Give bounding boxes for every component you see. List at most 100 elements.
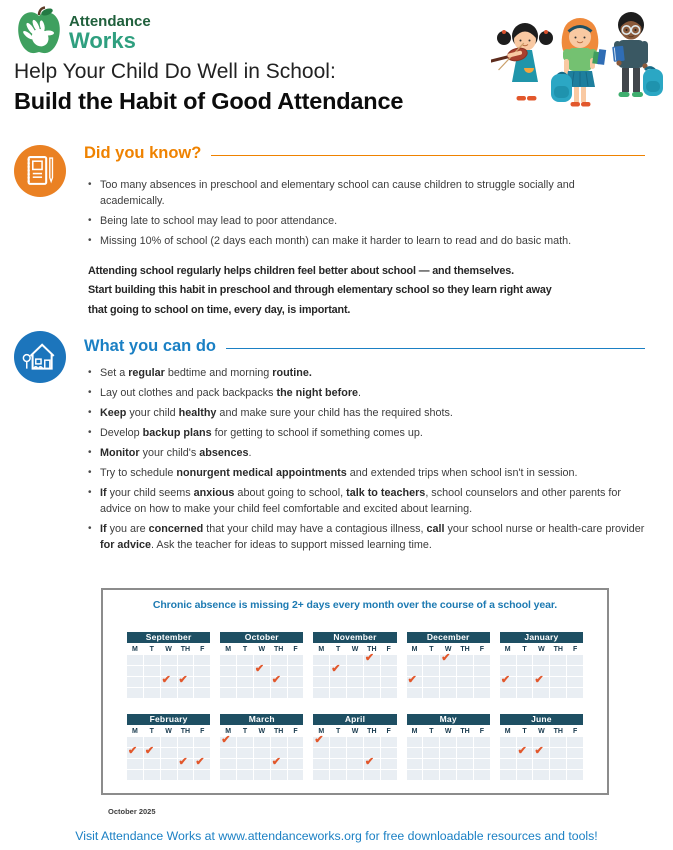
- calendar-cell: [253, 688, 270, 698]
- day-header: TH: [273, 646, 284, 653]
- calendar-cell: [194, 737, 211, 747]
- calendar-cell: [406, 737, 423, 747]
- calendar-cell: [457, 737, 473, 747]
- calendar-cell: [380, 748, 397, 758]
- calendar-cell: [287, 770, 304, 780]
- calendar-cell: [567, 770, 583, 780]
- calendar-month-december: December M T W TH F ✔ ✔: [406, 632, 490, 698]
- calendar-cell: [220, 655, 237, 665]
- calendar-cell: [160, 770, 177, 780]
- calendar-cell: [253, 759, 270, 769]
- calendar-cell: [194, 688, 211, 698]
- day-header: TH: [460, 728, 470, 735]
- day-header: T: [429, 728, 434, 735]
- calendar-cell: [270, 666, 287, 676]
- day-header: F: [200, 646, 205, 653]
- calendar-cell: [237, 677, 253, 687]
- calendar-cell: [406, 688, 423, 698]
- absence-checkmark-icon: ✔: [178, 674, 188, 686]
- chronic-absence-calendar-box: Chronic absence is missing 2+ days every…: [101, 588, 609, 795]
- calendar-cell: [516, 666, 533, 676]
- calendar-month-header: September: [127, 632, 211, 643]
- day-header: W: [444, 646, 452, 653]
- calendar-cell: [270, 770, 287, 780]
- absence-checkmark-icon: ✔: [364, 652, 375, 664]
- bullet-text: Set a regular bedtime and morning routin…: [100, 367, 312, 379]
- calendar-cell: [516, 737, 533, 747]
- calendar-month-september: September M T W TH F ✔ ✔: [127, 632, 211, 698]
- calendar-cell: [423, 655, 440, 665]
- absence-checkmark-icon: ✔: [178, 756, 188, 768]
- day-header: F: [572, 646, 578, 653]
- calendar-cell: [330, 655, 347, 665]
- day-header: M: [504, 728, 511, 735]
- calendar-cell: [533, 688, 550, 698]
- day-header: W: [165, 646, 172, 653]
- apple-hand-icon: [18, 6, 60, 54]
- absence-checkmark-icon: ✔: [407, 674, 417, 686]
- calendar-cell: [406, 748, 423, 758]
- absence-checkmark-icon: ✔: [128, 745, 138, 757]
- absence-checkmark-icon: ✔: [441, 652, 451, 664]
- calendar-grid: ✔ ✔: [220, 655, 304, 698]
- day-header: M: [318, 728, 325, 735]
- logo-text-attendance: Attendance: [69, 13, 151, 30]
- bullet-text: Being late to school may lead to poor at…: [100, 215, 338, 227]
- calendar-cell: [143, 737, 160, 747]
- absence-checkmark-icon: ✔: [161, 674, 171, 686]
- absence-checkmark-icon: ✔: [271, 674, 281, 686]
- calendar-cell: [567, 737, 583, 747]
- calendar-cell: [457, 770, 473, 780]
- calendar-cell: [237, 759, 253, 769]
- calendar-cell: [220, 688, 237, 698]
- bullet-text: Lay out clothes and pack backpacks the n…: [100, 387, 362, 399]
- calendar-day-headers: M T W TH F: [313, 726, 396, 736]
- calendar-cell: [127, 666, 143, 676]
- calendar-cell: [330, 748, 347, 758]
- calendar-month-header: April: [313, 714, 397, 725]
- calendar-cell: [440, 666, 457, 676]
- children-illustration: [491, 12, 663, 107]
- bullet-item: • Try to schedule nonurgent medical appoi…: [88, 465, 646, 481]
- bullet-text: If you are concerned that your child may…: [100, 523, 645, 551]
- attendanceworks-url[interactable]: www.attendanceworks.org: [218, 829, 362, 843]
- calendar-cell: [516, 770, 533, 780]
- calendar-cell: [127, 677, 143, 687]
- day-header: M: [318, 646, 325, 653]
- day-header: TH: [460, 646, 470, 653]
- calendar-cell: [347, 770, 363, 780]
- calendar-cell: [406, 655, 423, 665]
- calendar-cell: [270, 655, 287, 665]
- violin-girl: [491, 23, 553, 101]
- calendar-cell: [194, 748, 211, 758]
- absence-checkmark-icon: ✔: [364, 756, 375, 768]
- calendar-cell: ✔: [363, 652, 380, 665]
- calendar-box-title: Chronic absence is missing 2+ days every…: [152, 599, 558, 611]
- bullet-dot: •: [88, 367, 92, 378]
- calendar-cell: [237, 666, 253, 676]
- calendar-month-march: March M T W TH F ✔ ✔: [220, 714, 304, 780]
- bullet-item: • Keep your child healthy and make sure y…: [88, 405, 646, 421]
- calendar-cell: [473, 759, 490, 769]
- heading-rule: [211, 155, 645, 156]
- calendar-cell: [567, 666, 583, 676]
- bullet-text: Missing 10% of school (2 days each month…: [100, 235, 572, 247]
- calendar-cell: [516, 688, 533, 698]
- boy-with-glasses: [612, 12, 663, 97]
- day-header: M: [504, 646, 511, 653]
- calendar-cell: [143, 677, 160, 687]
- calendar-cell: ✔: [270, 674, 287, 687]
- absence-checkmark-icon: ✔: [195, 756, 205, 768]
- calendar-cell: [177, 666, 194, 676]
- calendar-cell: [380, 655, 397, 665]
- calendar-cell: [160, 666, 177, 676]
- calendar-cell: [423, 737, 440, 747]
- bullet-dot: •: [88, 215, 92, 226]
- calendar-cell: [423, 666, 440, 676]
- bullet-text: Too many absences in preschool and eleme…: [100, 179, 575, 207]
- calendar-cell: ✔: [253, 663, 270, 676]
- calendar-cell: [287, 655, 304, 665]
- bullet-text: Monitor your child's absences.: [100, 447, 252, 459]
- calendar-cell: [457, 748, 473, 758]
- calendar-cell: [499, 737, 516, 747]
